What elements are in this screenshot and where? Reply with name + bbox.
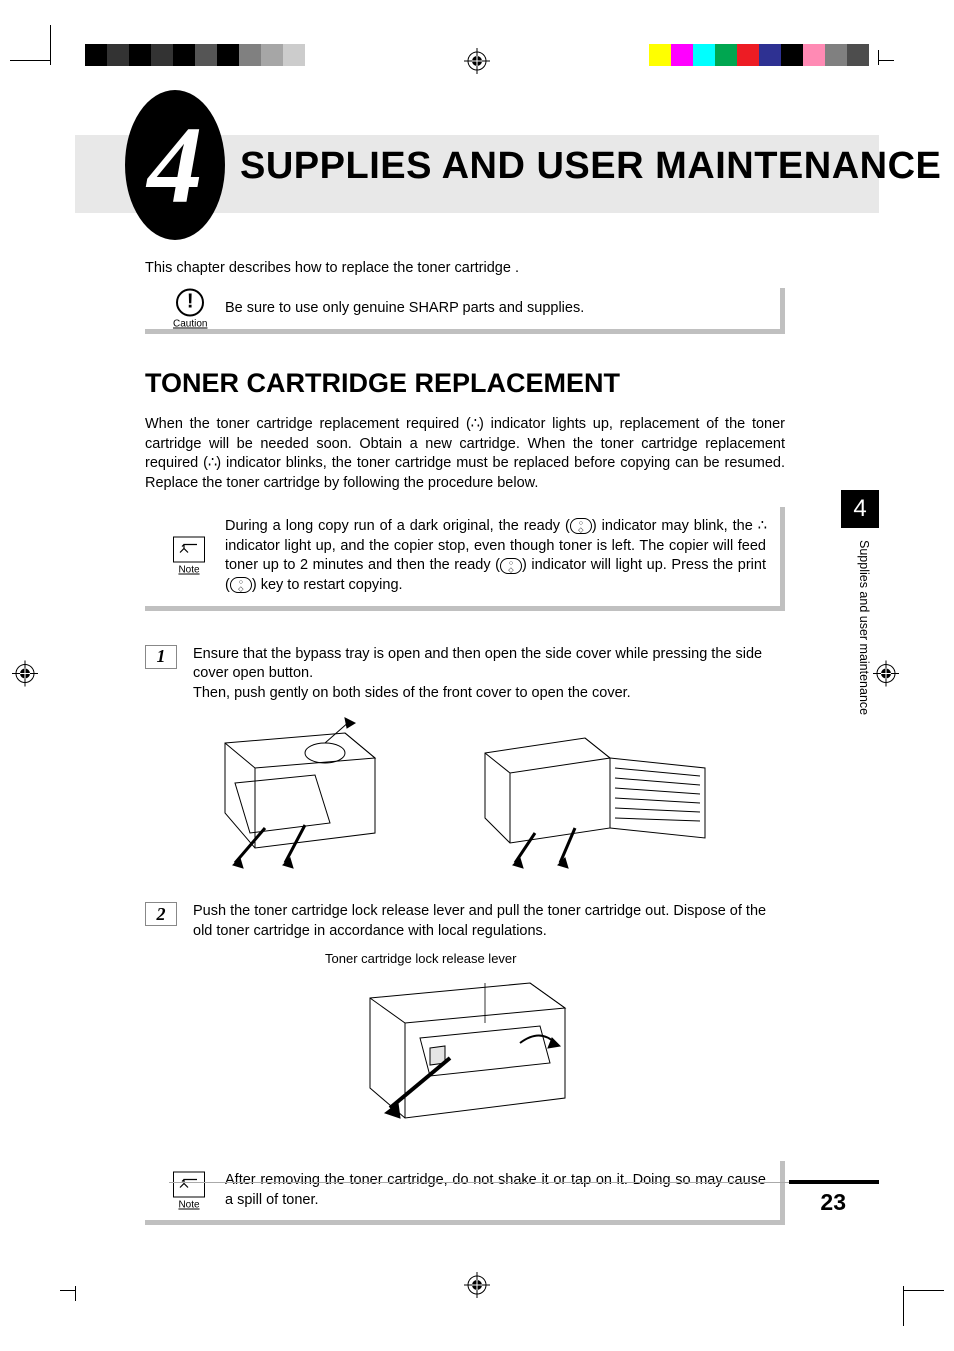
- crop-mark: [879, 60, 894, 61]
- step-text: Push the toner cartridge lock release le…: [193, 902, 785, 941]
- page-rule: [169, 1182, 789, 1183]
- caution-text: Be sure to use only genuine SHARP parts …: [225, 299, 584, 319]
- step-text: Ensure that the bypass tray is open and …: [193, 645, 785, 704]
- page-number: 23: [820, 1189, 846, 1216]
- page-rule: [789, 1180, 879, 1184]
- figure-row: [195, 713, 785, 878]
- intro-text: This chapter describes how to replace th…: [145, 260, 785, 276]
- figure-label: Toner cartridge lock release lever: [325, 951, 785, 966]
- crop-mark: [50, 25, 51, 65]
- note-text: During a long copy run of a dark origina…: [225, 517, 766, 595]
- step-number: 1: [145, 645, 177, 669]
- note-icon: Note: [173, 537, 205, 576]
- chapter-number: 4: [148, 102, 203, 229]
- chapter-title: SUPPLIES AND USER MAINTENANCE: [240, 145, 941, 188]
- page-content: This chapter describes how to replace th…: [145, 260, 785, 1259]
- figure-open-front-cover: [475, 713, 715, 878]
- note-label: Note: [173, 1199, 205, 1210]
- body-paragraph: When the toner cartridge replacement req…: [145, 415, 785, 493]
- crop-mark: [904, 1290, 944, 1291]
- crop-mark: [10, 60, 50, 61]
- note-callout: Note During a long copy run of a dark or…: [145, 507, 785, 610]
- crop-mark: [75, 1286, 76, 1301]
- note-callout: Note After removing the toner cartridge,…: [145, 1161, 785, 1225]
- crop-mark: [878, 50, 879, 65]
- caution-callout: ! Caution Be sure to use only genuine SH…: [145, 288, 785, 334]
- figure-open-side-cover: [195, 713, 435, 878]
- step-1: 1 Ensure that the bypass tray is open an…: [145, 645, 785, 704]
- print-color-bars: [85, 44, 305, 66]
- side-tab-text: Supplies and user maintenance: [857, 540, 871, 760]
- crop-mark: [60, 1290, 75, 1291]
- crop-mark: [903, 1286, 904, 1326]
- side-tab-number: 4: [853, 495, 866, 523]
- registration-mark-icon: [464, 1272, 490, 1303]
- step-2: 2 Push the toner cartridge lock release …: [145, 902, 785, 941]
- chapter-number-badge: 4: [125, 90, 225, 240]
- caution-icon: ! Caution: [173, 288, 207, 329]
- section-title: TONER CARTRIDGE REPLACEMENT: [145, 368, 785, 399]
- side-tab: 4: [841, 490, 879, 528]
- note-label: Note: [173, 565, 205, 576]
- registration-mark-icon: [12, 660, 38, 691]
- caution-label: Caution: [173, 318, 207, 329]
- figure-remove-cartridge: [330, 968, 600, 1143]
- registration-mark-icon: [464, 48, 490, 79]
- registration-mark-icon: [873, 660, 899, 691]
- step-number: 2: [145, 902, 177, 926]
- print-color-bars: [649, 44, 869, 66]
- note-text: After removing the toner cartridge, do n…: [225, 1171, 766, 1210]
- note-icon: Note: [173, 1171, 205, 1210]
